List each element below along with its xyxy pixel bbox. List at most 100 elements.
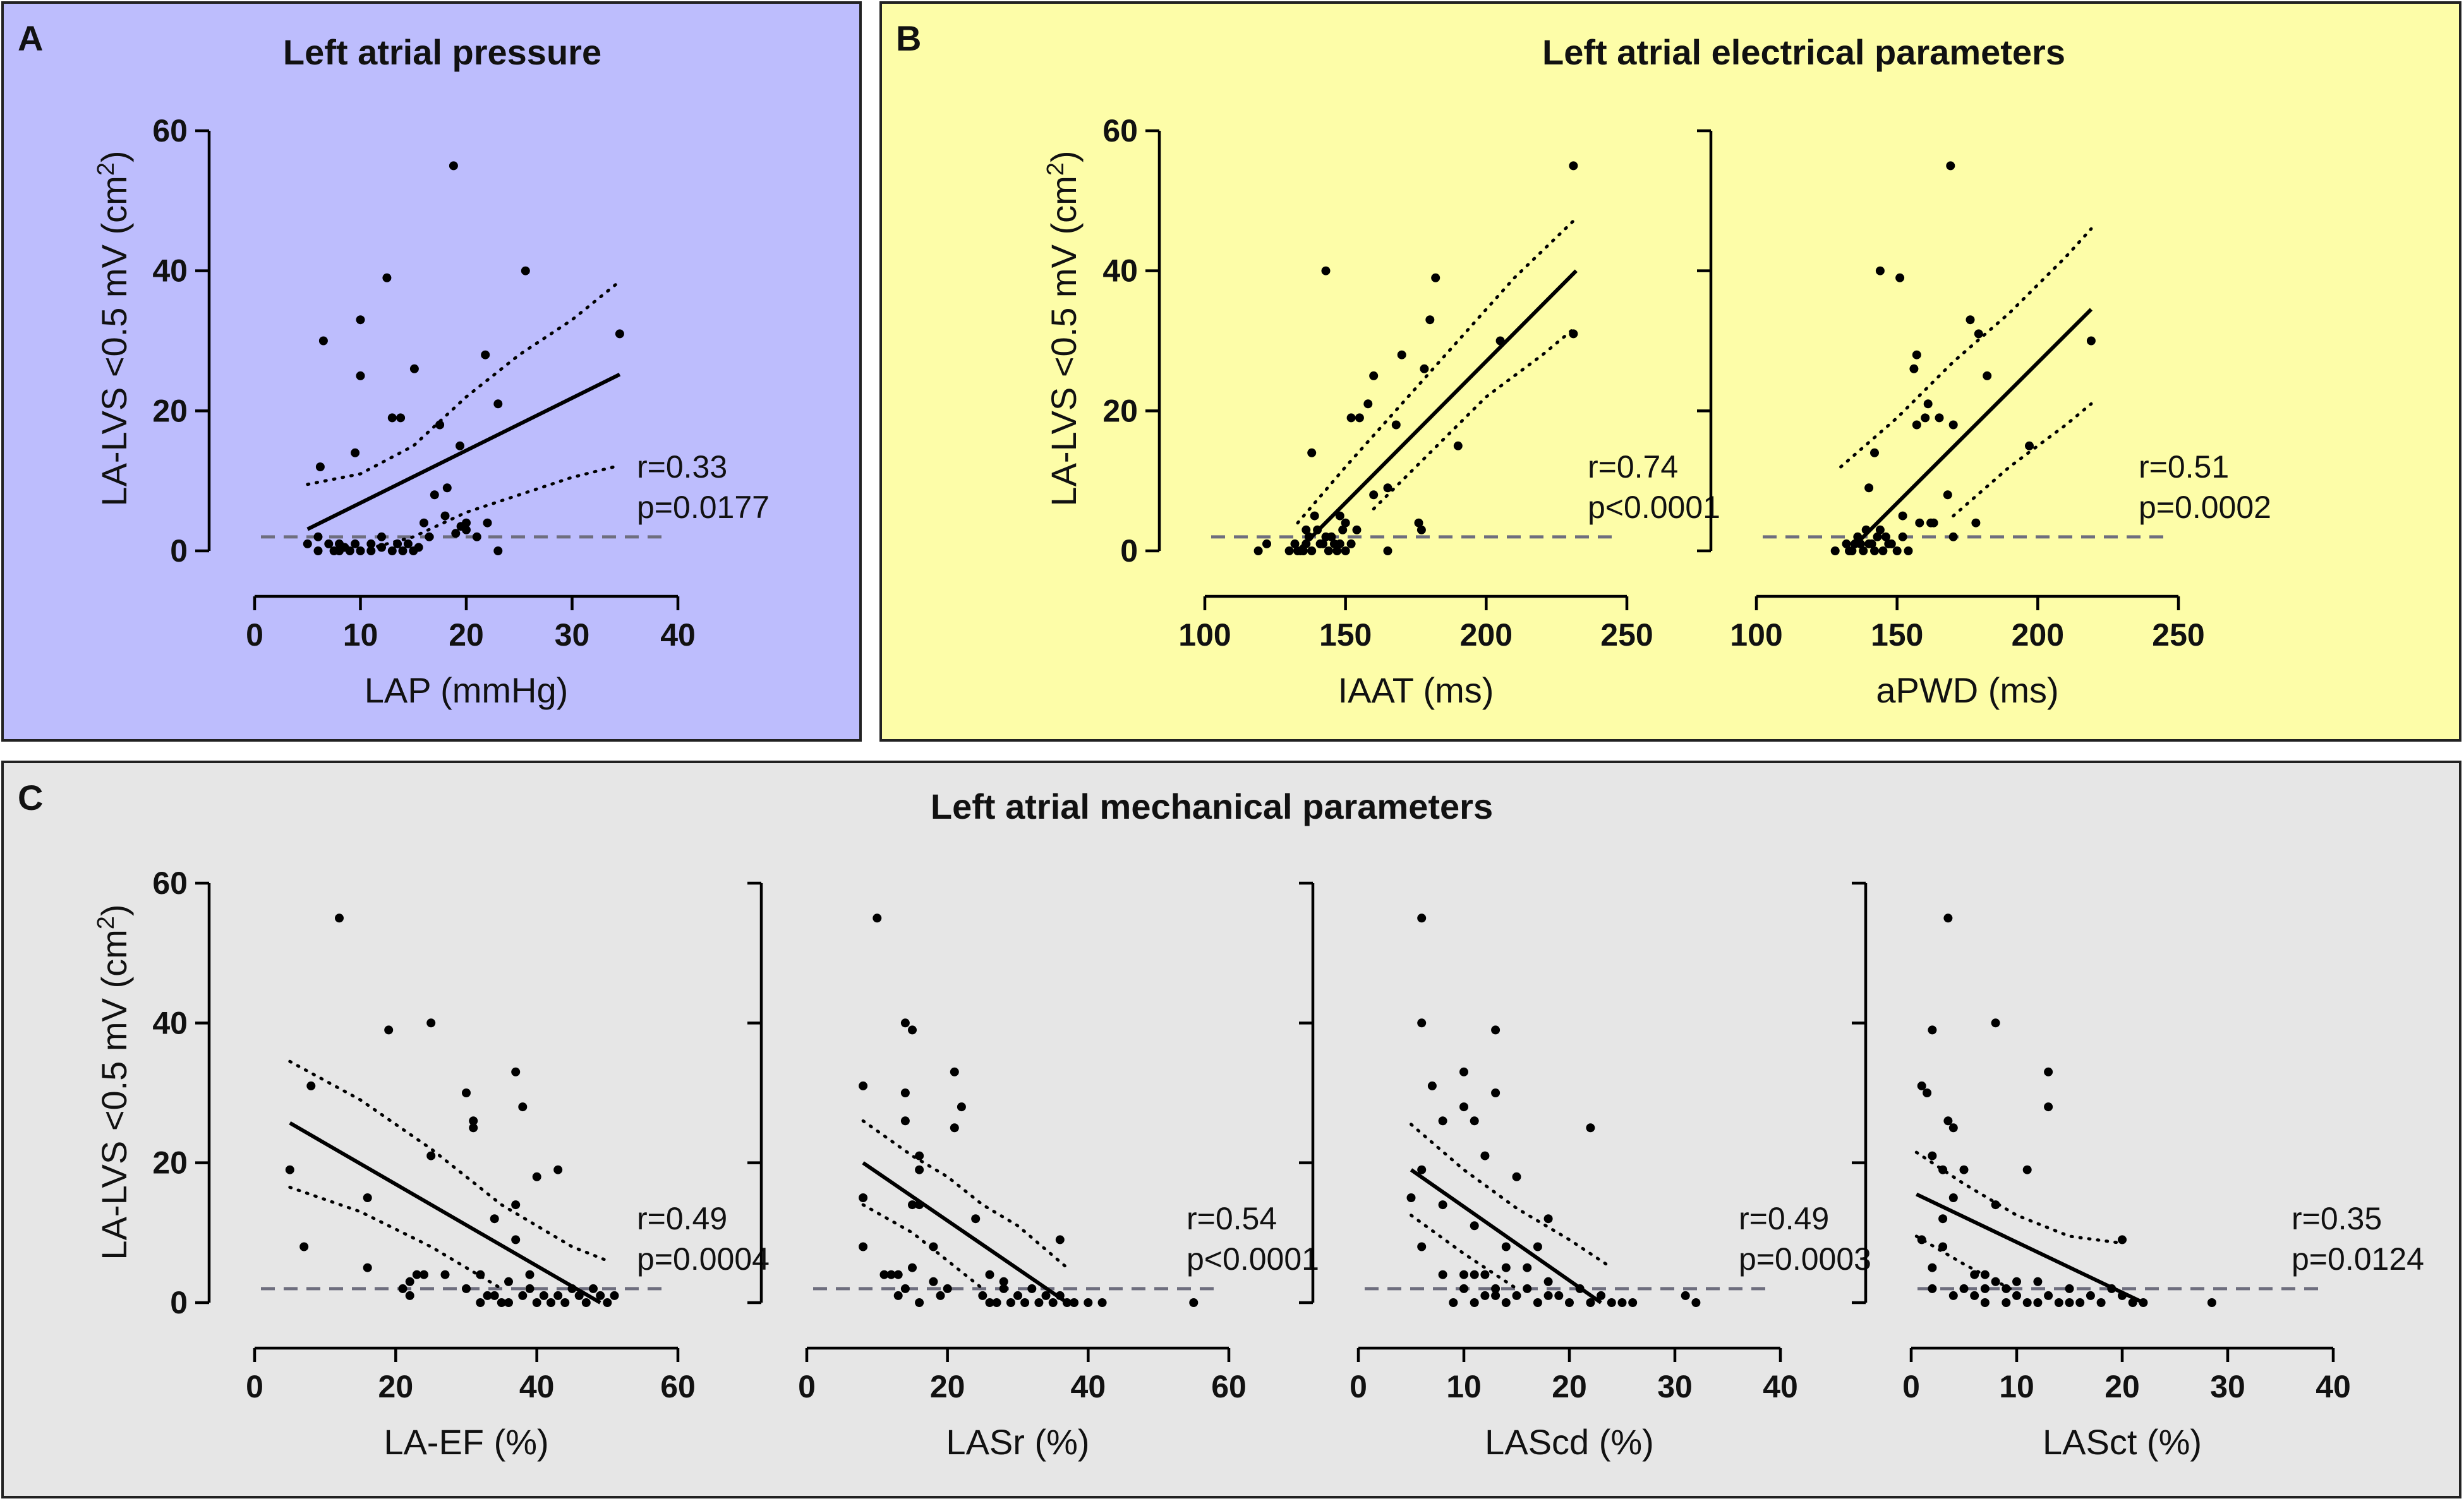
data-point bbox=[574, 1291, 584, 1300]
data-point bbox=[356, 371, 365, 380]
data-point bbox=[1948, 1291, 1958, 1300]
data-point bbox=[1943, 490, 1952, 500]
data-point bbox=[1491, 1088, 1501, 1097]
x-tick-label: 150 bbox=[1871, 617, 1923, 653]
data-point bbox=[449, 161, 458, 171]
plot-lasct: 0 10 20 30 40 LASct (%) r=0.35 p=0.0124 bbox=[1852, 881, 2424, 1462]
data-point bbox=[908, 1200, 917, 1210]
data-point bbox=[1892, 546, 1902, 555]
data-point bbox=[1335, 511, 1344, 521]
y-tick-label: 40 bbox=[152, 253, 188, 289]
data-point bbox=[1189, 1298, 1199, 1307]
data-point bbox=[2022, 1298, 2032, 1307]
y-axis-title-a: LA-LVS <0.5 mV (cm2) bbox=[93, 150, 134, 506]
data-point bbox=[1321, 266, 1331, 275]
regression-line bbox=[306, 373, 621, 531]
ci-upper-band bbox=[861, 1119, 1069, 1270]
data-point bbox=[377, 532, 386, 541]
data-point bbox=[1453, 441, 1463, 450]
data-point bbox=[426, 1151, 436, 1160]
data-point bbox=[1027, 1284, 1037, 1293]
data-point bbox=[2012, 1277, 2021, 1286]
data-point bbox=[405, 1291, 414, 1300]
data-point bbox=[1480, 1151, 1490, 1160]
data-point bbox=[1097, 1298, 1107, 1307]
data-point bbox=[1307, 448, 1317, 457]
data-point bbox=[1284, 546, 1294, 555]
data-point bbox=[950, 1067, 959, 1076]
data-point bbox=[1417, 1165, 1427, 1174]
data-point bbox=[1417, 913, 1427, 923]
data-point bbox=[469, 1116, 478, 1126]
data-point bbox=[504, 1298, 513, 1307]
data-point bbox=[476, 1298, 485, 1307]
data-point bbox=[462, 525, 471, 534]
panel-c-title: Left atrial mechanical parameters bbox=[931, 787, 1493, 826]
data-point bbox=[2044, 1067, 2053, 1076]
data-point bbox=[396, 413, 406, 423]
data-point bbox=[1830, 546, 1840, 555]
data-point bbox=[1691, 1298, 1701, 1307]
correlation-r: r=0.74 bbox=[1588, 449, 1678, 485]
data-point bbox=[1533, 1242, 1542, 1251]
data-point bbox=[610, 1291, 619, 1300]
data-point bbox=[1842, 539, 1851, 548]
data-point bbox=[1938, 1214, 1948, 1224]
data-point bbox=[908, 1025, 917, 1035]
data-point bbox=[366, 539, 376, 548]
data-point bbox=[1397, 350, 1406, 359]
data-point bbox=[985, 1298, 994, 1307]
data-point bbox=[1427, 1081, 1437, 1090]
data-point bbox=[1321, 532, 1331, 541]
data-point bbox=[525, 1284, 534, 1293]
x-tick-label: 40 bbox=[1071, 1369, 1106, 1404]
data-point bbox=[1935, 413, 1944, 423]
ci-upper-band bbox=[1410, 1123, 1614, 1270]
panel-b-letter: B bbox=[896, 18, 921, 58]
data-point bbox=[1881, 532, 1890, 541]
data-point bbox=[363, 1193, 372, 1202]
data-point bbox=[351, 539, 360, 548]
data-point bbox=[476, 1270, 485, 1279]
data-point bbox=[420, 518, 428, 527]
data-point bbox=[440, 1270, 450, 1279]
data-point bbox=[398, 1284, 408, 1293]
data-point bbox=[414, 543, 423, 552]
data-point bbox=[978, 1291, 987, 1300]
x-tick-label: 40 bbox=[1763, 1369, 1798, 1404]
data-point bbox=[1928, 1151, 1937, 1160]
data-point bbox=[315, 462, 325, 471]
data-point bbox=[2022, 1165, 2032, 1174]
y-tick-label: 0 bbox=[170, 533, 188, 569]
data-point bbox=[1383, 546, 1392, 555]
data-point bbox=[1341, 546, 1350, 555]
data-point bbox=[1926, 518, 1936, 527]
ci-lower-band bbox=[288, 1185, 504, 1291]
data-point bbox=[1438, 1270, 1447, 1279]
data-point bbox=[992, 1298, 1001, 1307]
x-tick-label: 10 bbox=[343, 617, 378, 653]
data-point bbox=[1948, 532, 1958, 541]
data-point bbox=[1431, 273, 1440, 282]
data-point bbox=[2107, 1284, 2117, 1293]
x-tick-label: 100 bbox=[1730, 617, 1782, 653]
data-point bbox=[1980, 1284, 1990, 1293]
data-point bbox=[377, 543, 386, 552]
data-point bbox=[1898, 511, 1907, 521]
x-tick-label: 40 bbox=[519, 1369, 555, 1404]
x-axis-title: LA-EF (%) bbox=[383, 1422, 548, 1462]
data-point bbox=[2139, 1298, 2148, 1307]
data-point bbox=[525, 1270, 534, 1279]
regression-line bbox=[1410, 1168, 1602, 1305]
data-point bbox=[1062, 1298, 1072, 1307]
data-point bbox=[915, 1200, 924, 1210]
data-point bbox=[1449, 1298, 1458, 1307]
panel-a-title: Left atrial pressure bbox=[283, 32, 601, 72]
data-point bbox=[1290, 539, 1300, 548]
ci-lower-band bbox=[1410, 1214, 1518, 1291]
x-tick-label: 0 bbox=[1902, 1369, 1920, 1404]
x-tick-label: 100 bbox=[1178, 617, 1231, 653]
data-point bbox=[393, 539, 402, 548]
data-point bbox=[2065, 1298, 2074, 1307]
